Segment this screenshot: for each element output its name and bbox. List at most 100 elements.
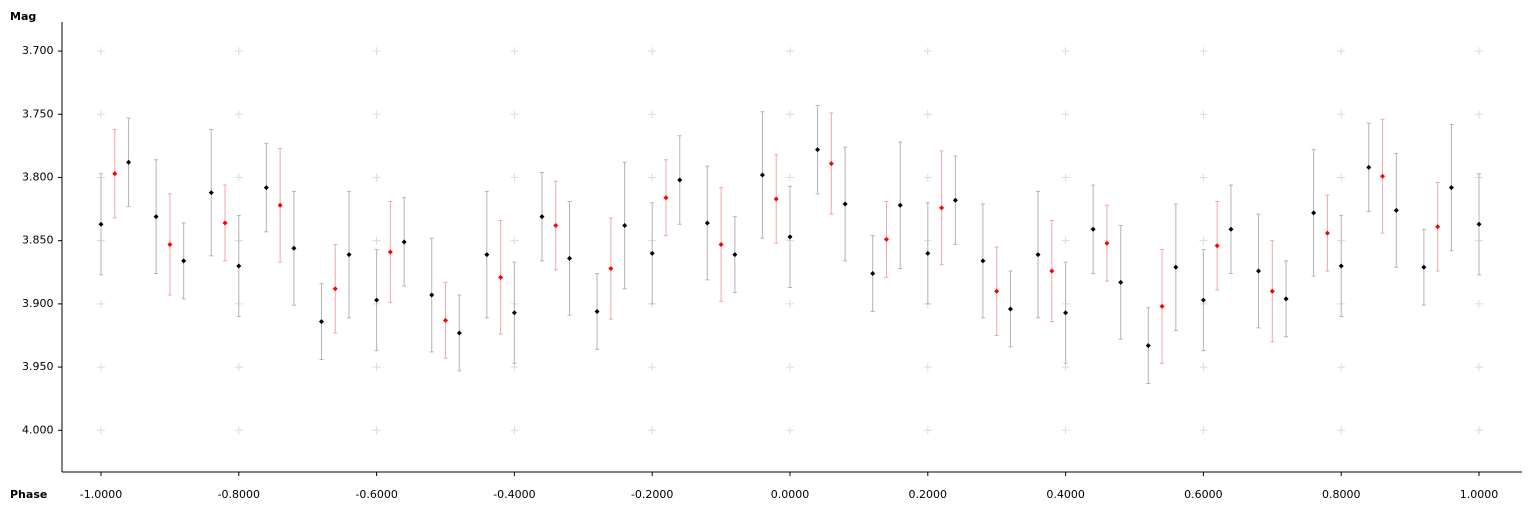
data-point: [1214, 243, 1220, 249]
grid-marker: [1337, 426, 1346, 435]
data-point: [870, 271, 876, 277]
data-point: [980, 258, 986, 264]
grid-marker: [923, 173, 932, 182]
grid-marker: [1061, 236, 1070, 245]
data-point: [952, 197, 958, 203]
y-axis-title: Mag: [10, 10, 36, 23]
grid-marker: [1475, 299, 1484, 308]
grid-marker: [96, 426, 105, 435]
data-point: [842, 201, 848, 207]
grid-marker: [648, 426, 657, 435]
data-point: [1118, 279, 1124, 285]
data-point: [567, 255, 573, 261]
grid-marker: [1199, 47, 1208, 56]
grid-marker: [923, 110, 932, 119]
grid-marker: [96, 363, 105, 372]
grid-marker: [1337, 110, 1346, 119]
data-point: [236, 263, 242, 269]
grid-marker: [510, 363, 519, 372]
grid-marker: [786, 110, 795, 119]
data-point: [112, 171, 118, 177]
data-point: [939, 205, 945, 211]
data-point: [167, 241, 173, 247]
x-tick-label: 0.0000: [771, 488, 810, 501]
y-tick-label: 3.750: [22, 107, 54, 120]
grid-marker: [786, 173, 795, 182]
data-point: [442, 317, 448, 323]
data-point: [815, 147, 821, 153]
data-point: [456, 330, 462, 336]
grid-marker: [372, 47, 381, 56]
data-point: [1063, 310, 1069, 316]
data-point: [1159, 303, 1165, 309]
data-point: [1104, 240, 1110, 246]
data-point: [925, 250, 931, 256]
grid-marker: [786, 299, 795, 308]
grid-marker: [372, 236, 381, 245]
data-point: [1007, 306, 1013, 312]
data-point: [1311, 210, 1317, 216]
grid-marker: [923, 426, 932, 435]
data-point: [277, 202, 283, 208]
grid-marker: [923, 47, 932, 56]
x-tick-label: -1.0000: [80, 488, 122, 501]
data-point: [1476, 221, 1482, 227]
data-point: [208, 190, 214, 196]
grid-marker: [1337, 173, 1346, 182]
x-tick-label: -0.4000: [493, 488, 535, 501]
grid-marker: [1199, 363, 1208, 372]
y-tick-label: 3.950: [22, 360, 54, 373]
grid-marker: [648, 47, 657, 56]
data-point: [622, 223, 628, 229]
grid-marker: [1061, 363, 1070, 372]
grid-marker: [1199, 236, 1208, 245]
grid-marker: [923, 363, 932, 372]
grid-marker: [1061, 173, 1070, 182]
data-point: [263, 185, 269, 191]
data-point: [1338, 263, 1344, 269]
grid-marker: [1475, 363, 1484, 372]
x-tick-label: 0.4000: [1046, 488, 1085, 501]
grid-marker: [510, 173, 519, 182]
x-tick-label: 0.8000: [1322, 488, 1361, 501]
x-axis-title: Phase: [10, 488, 47, 501]
grid-marker: [1061, 426, 1070, 435]
y-tick-label: 3.850: [22, 234, 54, 247]
grid-marker: [510, 426, 519, 435]
data-point: [401, 239, 407, 245]
data-point: [222, 220, 228, 226]
x-tick-label: -0.6000: [355, 488, 397, 501]
data-point: [498, 274, 504, 280]
data-point: [291, 245, 297, 251]
grid-marker: [372, 173, 381, 182]
grid-marker: [96, 110, 105, 119]
data-point: [897, 202, 903, 208]
grid-marker: [1475, 47, 1484, 56]
data-point: [484, 252, 490, 258]
grid-marker: [1475, 110, 1484, 119]
data-point: [98, 221, 104, 227]
data-point: [553, 223, 559, 229]
grid-marker: [234, 363, 243, 372]
data-point: [649, 250, 655, 256]
grid-marker: [1061, 110, 1070, 119]
grid-marker: [372, 426, 381, 435]
data-point: [511, 310, 517, 316]
data-point: [1200, 297, 1206, 303]
data-point: [1393, 207, 1399, 213]
data-point: [787, 234, 793, 240]
data-point: [1421, 264, 1427, 270]
data-point: [346, 252, 352, 258]
x-tick-label: 0.6000: [1184, 488, 1223, 501]
data-point: [539, 214, 545, 220]
grid-marker: [1199, 110, 1208, 119]
grid-marker: [1199, 426, 1208, 435]
data-point: [1256, 268, 1262, 274]
data-point: [828, 161, 834, 167]
y-tick-label: 3.800: [22, 170, 54, 183]
data-point: [773, 196, 779, 202]
y-tick-label: 3.700: [22, 44, 54, 57]
data-point: [1049, 268, 1055, 274]
grid-marker: [1199, 173, 1208, 182]
data-point: [374, 297, 380, 303]
